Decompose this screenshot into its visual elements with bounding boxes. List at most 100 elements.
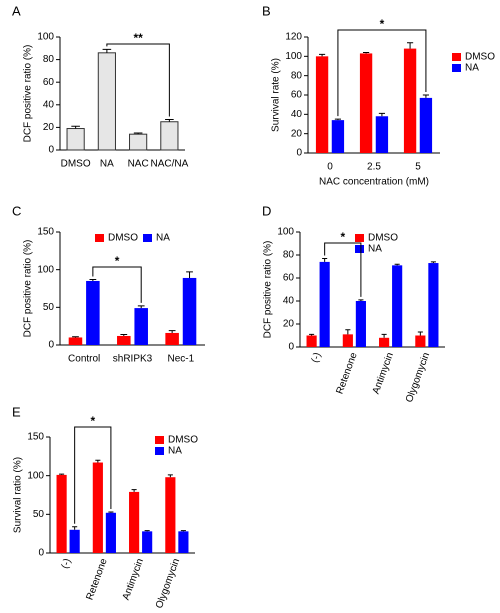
y-axis-label: DCF positive ratio (%): [23, 240, 34, 338]
error-bar: [137, 305, 145, 309]
legend-swatch: [143, 234, 152, 242]
bar: [68, 337, 83, 345]
annotation: *: [380, 17, 385, 31]
y-tick-label: 100: [27, 470, 44, 481]
bar: [331, 120, 345, 153]
bar: [105, 512, 116, 553]
error-bar: [59, 473, 65, 475]
x-tick-label: (-): [310, 351, 324, 364]
bar: [182, 277, 197, 345]
error-bar: [394, 263, 400, 266]
bar: [165, 477, 176, 553]
x-tick-label: Nec-1: [167, 354, 194, 365]
bar: [379, 337, 390, 347]
bracket: [337, 29, 427, 117]
error-bar: [72, 336, 79, 338]
bar: [306, 335, 317, 347]
error-bar: [334, 118, 341, 121]
error-bar: [131, 489, 137, 492]
legend-label: DMSO: [108, 233, 138, 244]
bar: [160, 121, 179, 151]
error-bar: [322, 257, 328, 262]
x-tick-label: Olygomycin: [154, 557, 182, 610]
error-bar: [186, 271, 193, 278]
panel-label: E: [12, 404, 21, 419]
bar: [86, 280, 100, 345]
error-bar: [345, 329, 351, 335]
legend-swatch: [355, 245, 364, 253]
x-tick-label: (-): [60, 557, 74, 570]
bar: [415, 335, 426, 347]
y-tick-label: 150: [27, 432, 44, 443]
bracket: [74, 426, 112, 524]
panel-label: D: [262, 203, 271, 218]
x-tick-label: Antimycin: [121, 557, 146, 602]
y-tick-label: 100: [37, 32, 54, 43]
x-tick-label: Antimycin: [371, 351, 396, 396]
error-bar: [309, 333, 315, 336]
x-tick-label: 5: [415, 162, 421, 173]
annotation: *: [340, 230, 345, 244]
legend-label: NA: [465, 63, 479, 74]
error-bar: [319, 53, 326, 57]
error-bar: [144, 530, 150, 532]
legend-swatch: [95, 234, 104, 242]
y-tick-label: 20: [291, 128, 303, 139]
bar: [129, 133, 148, 151]
bar: [319, 261, 330, 347]
bar: [66, 128, 85, 151]
x-tick-label: NA: [100, 159, 114, 170]
bar: [165, 332, 179, 345]
legend-label: DMSO: [465, 52, 495, 63]
error-bar: [168, 330, 176, 333]
error-bar: [378, 112, 385, 117]
annotation: **: [133, 31, 143, 45]
y-axis-label: DCF positive ratio (%): [263, 241, 274, 339]
error-bar: [71, 125, 80, 129]
bracket: [106, 43, 170, 117]
x-tick-label: NAC: [128, 159, 149, 170]
bar: [315, 56, 329, 154]
error-bar: [407, 42, 414, 49]
annotation: *: [115, 254, 120, 268]
bracket: [92, 266, 142, 303]
x-tick-label: Retenone: [335, 351, 360, 396]
y-axis-label: DCF positive ratio (%): [23, 45, 34, 143]
bar: [129, 491, 140, 553]
error-bar: [167, 474, 173, 478]
error-bar: [72, 526, 78, 530]
y-tick-label: 80: [43, 54, 55, 65]
y-tick-label: 0: [38, 548, 44, 559]
bar: [117, 335, 131, 345]
x-tick-label: Olygomycin: [404, 351, 432, 404]
bar: [392, 265, 403, 347]
bracket: [324, 242, 362, 297]
bar: [178, 531, 189, 553]
y-tick-label: 100: [285, 51, 302, 62]
x-tick-label: 2.5: [367, 162, 381, 173]
error-bar: [165, 118, 174, 122]
legend-label: DMSO: [368, 233, 398, 244]
error-bar: [363, 51, 370, 54]
y-tick-label: 0: [48, 340, 54, 351]
y-tick-label: 150: [37, 227, 54, 238]
annotation: *: [90, 414, 95, 428]
y-tick-label: 80: [283, 250, 295, 261]
error-bar: [422, 94, 429, 98]
error-bar: [430, 261, 436, 264]
y-tick-label: 50: [43, 302, 55, 313]
error-bar: [358, 299, 364, 301]
y-tick-label: 40: [291, 109, 303, 120]
bar: [342, 334, 353, 347]
y-tick-label: 100: [37, 264, 54, 275]
legend-swatch: [155, 447, 164, 455]
legend-swatch: [452, 64, 461, 72]
y-tick-label: 60: [283, 273, 295, 284]
error-bar: [89, 278, 97, 281]
bar: [142, 531, 153, 553]
error-bar: [108, 511, 114, 513]
bar: [428, 263, 439, 347]
bar: [359, 53, 373, 153]
legend-swatch: [355, 234, 364, 242]
